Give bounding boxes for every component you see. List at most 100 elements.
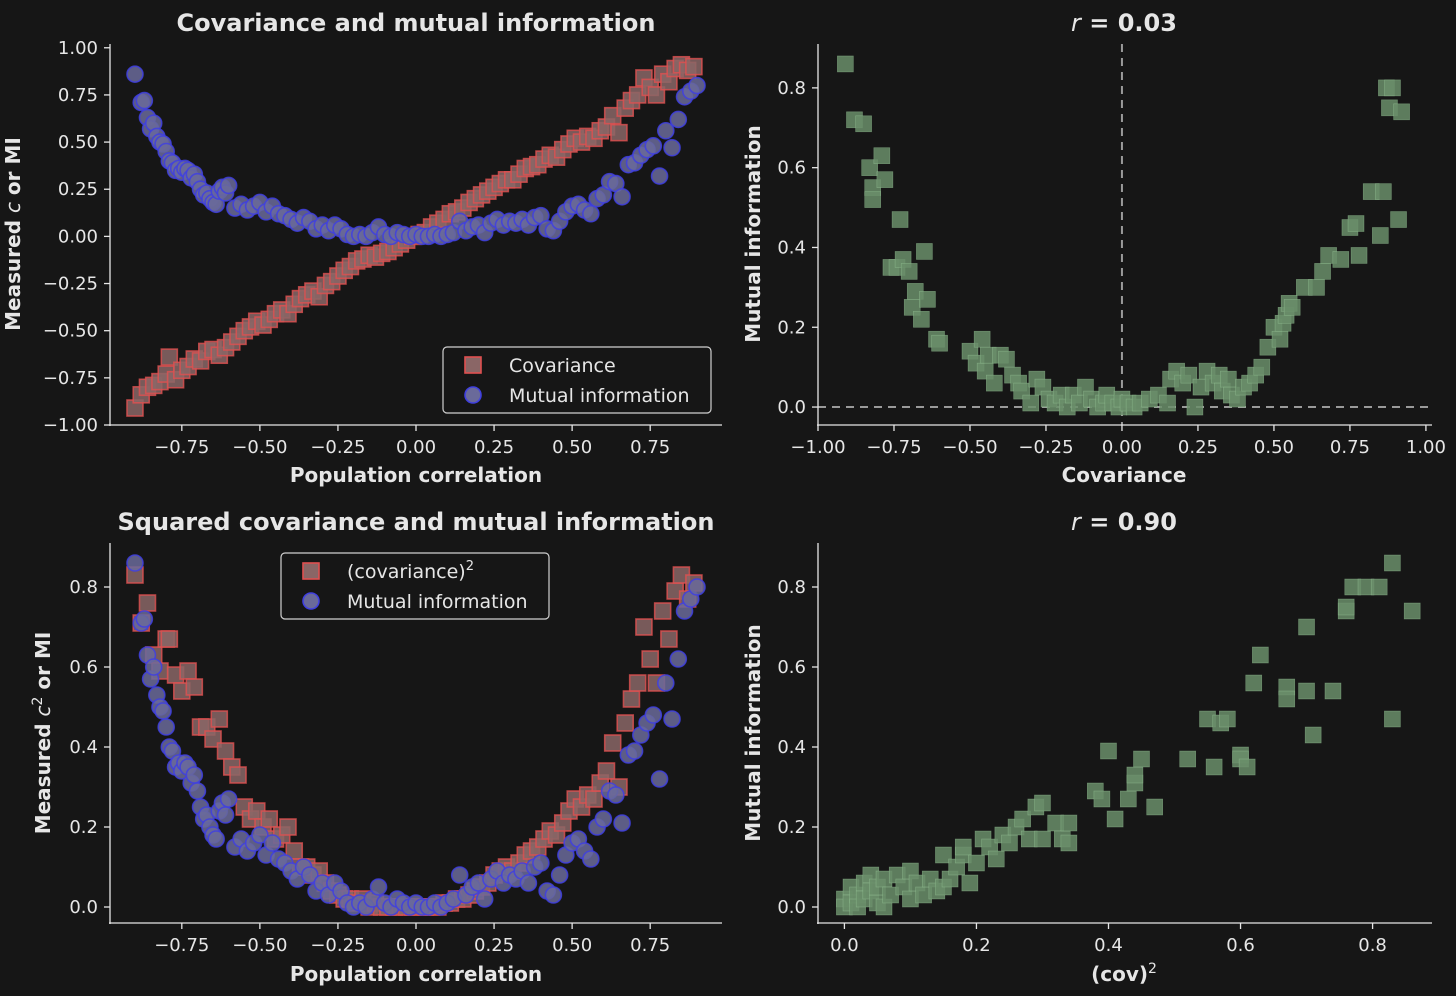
- data-point: [635, 618, 653, 636]
- x-tick-label: 0.50: [552, 437, 592, 458]
- data-point: [1350, 247, 1368, 264]
- data-point: [603, 734, 622, 752]
- data-point: [616, 714, 635, 732]
- data-point: [157, 718, 176, 736]
- data-point: [1001, 834, 1018, 852]
- data-point: [628, 674, 647, 692]
- data-point: [919, 291, 936, 308]
- data-point: [544, 886, 563, 904]
- legend-label-exponent: 2: [466, 559, 474, 574]
- y-axis-label: Mutual information: [741, 624, 765, 841]
- data-point: [1100, 742, 1117, 760]
- data-point: [532, 854, 550, 872]
- data-point: [1186, 398, 1204, 416]
- data-point: [219, 176, 238, 195]
- data-point: [550, 866, 569, 884]
- x-axis-label-base: (cov): [1091, 962, 1148, 986]
- x-tick-label: 0.75: [1330, 437, 1370, 458]
- data-point: [369, 878, 388, 896]
- y-axis-label-part: Measured: [1, 213, 25, 331]
- x-tick-label: −0.25: [1018, 437, 1073, 458]
- y-tick-label: 0.4: [69, 737, 98, 758]
- y-tick-label: 0.6: [69, 657, 98, 678]
- data-point: [1375, 183, 1392, 200]
- chart-panel-3: Squared covariance and mutual informatio…: [30, 508, 722, 986]
- data-point: [998, 350, 1015, 368]
- series-2: [126, 65, 706, 246]
- y-tick-label: −0.50: [43, 321, 98, 342]
- data-point: [260, 810, 279, 828]
- y-tick-label: −0.25: [43, 274, 98, 295]
- data-point: [1219, 710, 1236, 728]
- data-point: [160, 348, 179, 366]
- data-point: [1304, 726, 1322, 744]
- data-point: [1347, 215, 1365, 232]
- data-point: [450, 866, 469, 884]
- legend-label-base: (covariance): [347, 561, 466, 583]
- data-point: [160, 630, 179, 648]
- data-point: [985, 374, 1003, 392]
- data-point: [1159, 394, 1176, 412]
- data-point: [916, 243, 933, 260]
- legend-label: (covariance)2: [347, 559, 474, 583]
- data-point: [669, 110, 688, 129]
- y-tick-label: 0.25: [58, 179, 98, 200]
- data-point: [644, 137, 663, 155]
- data-point: [301, 866, 319, 884]
- data-point: [582, 850, 600, 868]
- data-point: [1298, 682, 1315, 700]
- x-axis-label: (cov)2: [1091, 961, 1157, 986]
- x-tick-label: 0.25: [474, 437, 514, 458]
- data-point: [931, 334, 948, 352]
- y-tick-label: 0.6: [777, 158, 806, 179]
- data-point: [1384, 710, 1401, 728]
- data-point: [207, 830, 225, 848]
- data-point: [597, 762, 616, 780]
- data-point: [1271, 330, 1289, 348]
- data-point: [876, 171, 894, 188]
- y-tick-label: 0.2: [69, 817, 98, 838]
- data-point: [188, 782, 207, 800]
- data-point: [625, 742, 644, 760]
- chart-panel-4: r = 0.90 0.0 0.2 0.4 0.6 0.8 0.0 0.2 0.4 0.6 0.8 (c…: [741, 508, 1432, 986]
- data-point: [185, 678, 204, 696]
- data-point: [1093, 790, 1111, 808]
- data-point: [1370, 578, 1388, 596]
- data-point: [1034, 794, 1051, 812]
- data-point: [1179, 750, 1197, 768]
- x-tick-label: −1.00: [790, 437, 845, 458]
- data-point: [144, 658, 163, 676]
- data-point: [475, 890, 494, 908]
- x-tick-label: 0.25: [1178, 437, 1218, 458]
- x-tick-label: −0.75: [154, 935, 209, 956]
- data-point: [216, 742, 235, 760]
- y-tick-label: 1.00: [58, 38, 98, 59]
- data-point: [610, 123, 628, 142]
- data-point: [873, 147, 891, 165]
- legend: Covariance Mutual information: [442, 346, 712, 414]
- y-tick-label: 0.0: [69, 897, 98, 918]
- data-point: [135, 91, 154, 110]
- data-point: [1146, 798, 1164, 816]
- x-tick-label: −0.50: [232, 935, 287, 956]
- legend-marker-circle: [464, 386, 482, 404]
- data-point: [135, 610, 154, 628]
- x-tick-label: 0.2: [962, 935, 991, 956]
- data-point: [1298, 618, 1315, 636]
- data-point: [1252, 646, 1269, 664]
- y-tick-label: 0.0: [777, 397, 806, 418]
- data-point: [1403, 602, 1421, 620]
- data-point: [837, 55, 854, 73]
- data-point: [519, 874, 538, 892]
- x-tick-label: 0.8: [1358, 935, 1387, 956]
- x-tick-label: 0.25: [474, 935, 514, 956]
- data-point: [229, 766, 247, 784]
- legend-box: [442, 346, 712, 414]
- data-point: [1332, 251, 1350, 268]
- data-point: [1253, 358, 1271, 376]
- x-axis-label-exponent: 2: [1148, 961, 1157, 977]
- data-point: [900, 263, 918, 280]
- data-point: [219, 790, 238, 808]
- data-point: [663, 138, 681, 157]
- data-point: [1014, 810, 1031, 828]
